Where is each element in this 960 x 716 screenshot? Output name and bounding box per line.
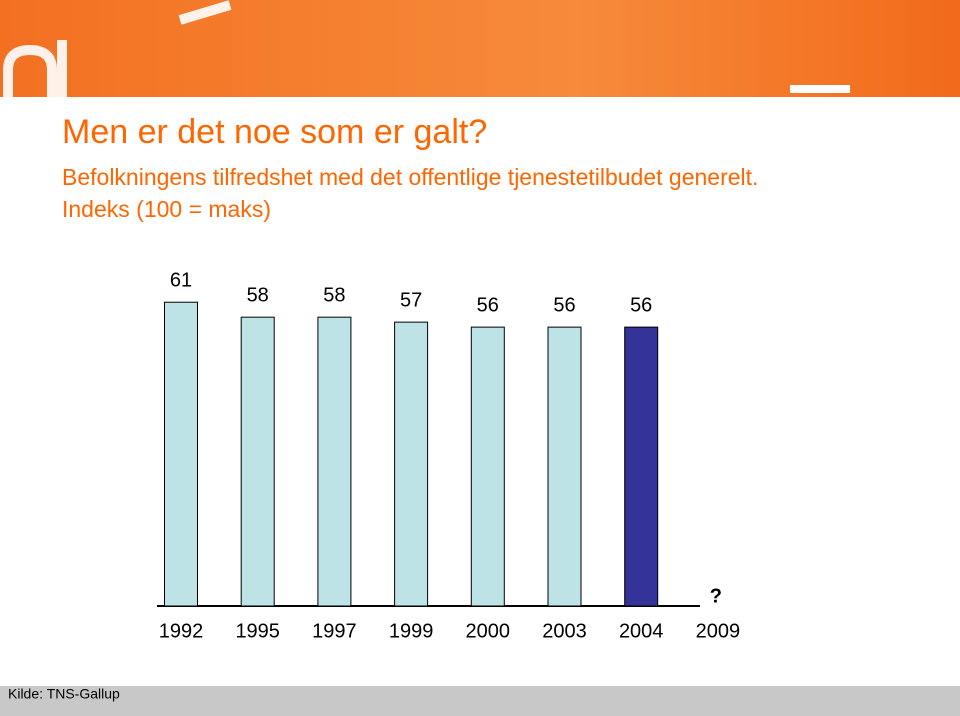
header-decoration [790, 85, 850, 93]
annotation: ? [710, 585, 722, 607]
x-tick-label: 1997 [312, 620, 357, 642]
x-tick-label: 1992 [159, 620, 204, 642]
x-tick-label: 1999 [389, 620, 434, 642]
data-label: 56 [477, 294, 499, 316]
header-decoration [2, 0, 232, 97]
x-tick-label: 2003 [542, 620, 587, 642]
data-label: 58 [247, 284, 269, 306]
x-tick-label: 1995 [235, 620, 280, 642]
data-label: 56 [553, 294, 575, 316]
title: Men er det noe som er galt? [62, 113, 487, 151]
x-tick-label: 2009 [696, 620, 741, 642]
bar [394, 321, 429, 607]
bar [547, 326, 582, 607]
bar [624, 326, 659, 607]
subtitle: Befolkningens tilfredshet med det offent… [62, 164, 758, 190]
bar [164, 301, 198, 607]
x-tick-label: 2004 [619, 620, 664, 642]
data-label: 56 [630, 294, 652, 316]
subtitle: Indeks (100 = maks) [62, 196, 271, 222]
header-banner [0, 0, 960, 97]
bar [470, 326, 505, 607]
data-label: 57 [400, 289, 422, 311]
bar [317, 316, 352, 607]
x-tick-label: 2000 [466, 620, 511, 642]
footer-bar [0, 686, 960, 716]
data-label: 58 [323, 284, 345, 306]
source: Kilde: TNS-Gallup [8, 686, 120, 702]
data-label: 61 [170, 270, 192, 292]
bar [240, 316, 275, 607]
